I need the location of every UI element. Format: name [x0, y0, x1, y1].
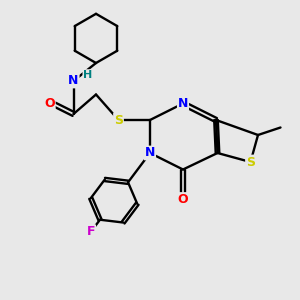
Text: N: N	[178, 97, 188, 110]
Text: F: F	[87, 225, 95, 238]
Text: N: N	[145, 146, 155, 160]
Text: N: N	[68, 74, 79, 88]
Text: H: H	[83, 70, 92, 80]
Text: S: S	[114, 113, 123, 127]
Text: O: O	[44, 97, 55, 110]
Text: O: O	[178, 193, 188, 206]
Text: S: S	[246, 155, 255, 169]
